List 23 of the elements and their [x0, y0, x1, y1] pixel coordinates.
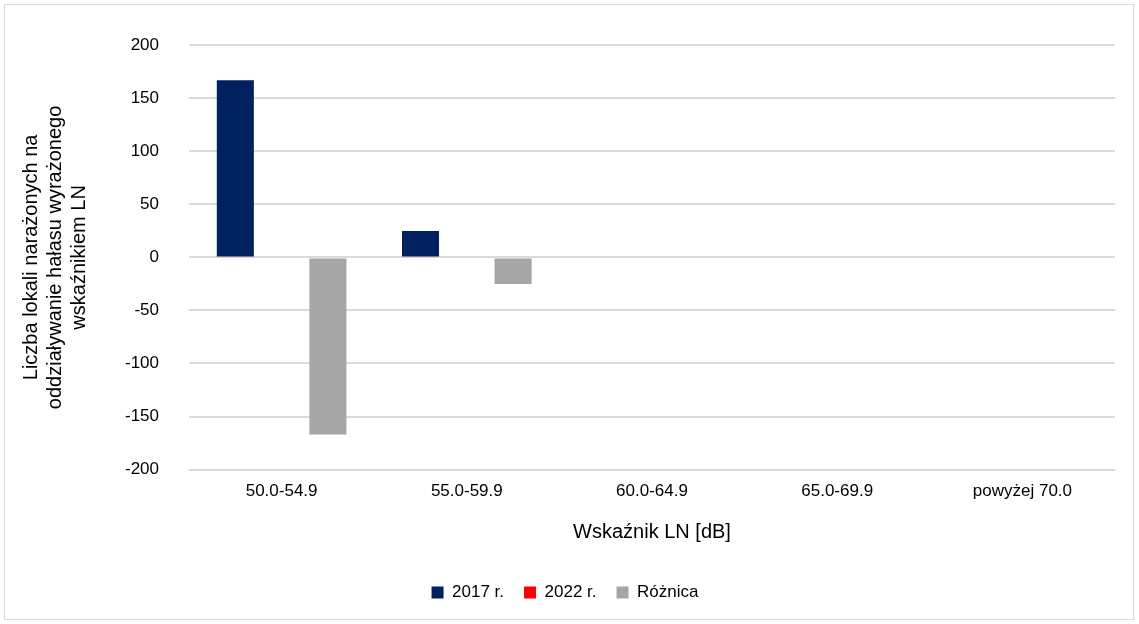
bar	[402, 230, 440, 257]
x-tick-label: 65.0-69.9	[801, 481, 874, 501]
legend-label: 2022 r.	[544, 582, 597, 602]
bar	[216, 80, 254, 257]
y-tick-label: 50	[140, 194, 160, 214]
y-tick-label: -100	[124, 353, 160, 373]
bar	[494, 258, 532, 284]
y-tick-label: -50	[134, 300, 160, 320]
x-tick-label: 55.0-59.9	[430, 481, 503, 501]
y-tick-label: 100	[130, 140, 160, 160]
y-axis-title: Liczba lokali narażonych na oddziaływanie hałasu wyrażonego wskaźnikiem LN	[18, 105, 89, 410]
y-tick-label: -200	[124, 459, 160, 479]
bar	[309, 258, 347, 435]
legend-label: Różnica	[637, 582, 699, 602]
x-tick-label: 60.0-64.9	[616, 481, 688, 501]
y-tick-label: 150	[130, 87, 160, 107]
y-tick-label: -150	[124, 406, 160, 426]
x-tick-label: 50.0-54.9	[245, 481, 318, 501]
y-tick-label: 200	[130, 34, 160, 54]
legend-label: 2017 r.	[452, 582, 505, 602]
x-axis-title: Wskaźnik LN [dB]	[573, 519, 731, 542]
y-tick-label: 0	[149, 247, 160, 267]
x-tick-label: powyżej 70.0	[972, 481, 1073, 501]
